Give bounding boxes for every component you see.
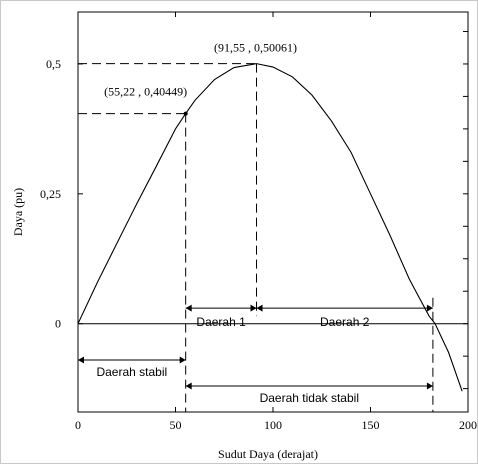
annotation-operating-point: (55,22 , 0,40449) [104,85,187,99]
region-label: Daerah 2 [320,315,370,329]
x-tick-label: 50 [170,418,182,432]
x-tick-label: 150 [362,418,380,432]
region-label: Daerah 1 [196,315,246,329]
region-arrowhead-right [251,305,257,312]
y-tick-label: 0,5 [46,57,61,71]
region-arrowhead-right [427,305,433,312]
y-tick-label: 0 [55,317,61,331]
x-tick-label: 100 [264,418,282,432]
region-arrowhead-right [180,357,186,364]
region-arrowhead-right [427,383,433,390]
x-tick-label: 0 [75,418,81,432]
y-tick-label: 0,25 [40,187,61,201]
power-angle-curve [78,64,462,392]
labels-group: 0 50 100 150 200 0 0,25 0,5 Sudut Daya (derajat)… [11,41,477,461]
region-label: Daerah tidak stabil [260,391,359,405]
axes-group [78,12,468,412]
region-arrowhead-left [186,383,192,390]
marks-group [78,64,462,412]
annotation-max-point: (91,55 , 0,50061) [214,41,297,55]
region-arrowhead-left [257,305,263,312]
x-tick-label: 200 [459,418,477,432]
region-label: Daerah stabil [96,365,167,379]
y-axis-label: Daya (pu) [11,188,25,236]
plot-area-border [78,12,468,412]
region-arrowhead-left [78,357,84,364]
region-arrowhead-left [186,305,192,312]
x-axis-label: Sudut Daya (derajat) [218,447,318,461]
